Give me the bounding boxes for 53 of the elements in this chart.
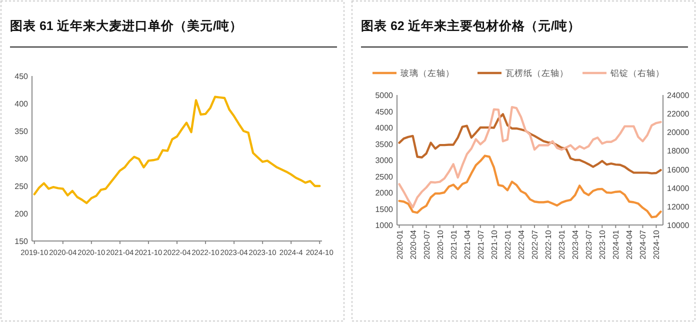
x-tick-label: 2023-01 xyxy=(558,229,567,260)
y2-tick-label: 14000 xyxy=(667,184,690,193)
y2-tick-label: 20000 xyxy=(667,128,690,138)
y2-tick-label: 18000 xyxy=(667,146,690,156)
y2-tick-label: 22000 xyxy=(667,110,690,119)
x-tick-label: 2022-10 xyxy=(544,229,554,260)
x-tick-label: 2022-04 xyxy=(516,229,526,260)
legend-label: 瓦楞纸（左轴） xyxy=(506,68,568,78)
x-tick-label: 2022-07 xyxy=(530,229,540,260)
x-tick-label: 2022-01 xyxy=(503,229,512,260)
y-tick-label: 3000 xyxy=(375,156,394,165)
y-tick-label: 2500 xyxy=(375,172,394,182)
y-tick-label: 300 xyxy=(14,154,29,164)
x-tick-label: 2020-04 xyxy=(408,229,418,260)
y-tick-label: 1000 xyxy=(375,221,394,230)
y-tick-label: 5000 xyxy=(375,91,394,100)
x-tick-label: 2021-10 xyxy=(490,229,499,260)
legend-label: 铝锭（右轴） xyxy=(610,68,664,78)
x-tick-label: 2020-10 xyxy=(436,229,445,260)
y-tick-label: 2000 xyxy=(375,188,394,198)
y2-tick-label: 16000 xyxy=(667,165,690,174)
chart-title: 图表 61 近年来大麦进口单价（美元/吨） xyxy=(10,18,242,33)
y-tick-label: 150 xyxy=(14,237,29,246)
x-tick-label: 2023-04 xyxy=(571,229,580,260)
y-tick-label: 200 xyxy=(14,210,29,218)
x-tick-label: 2023-10 xyxy=(598,229,608,260)
x-tick-label: 2024-04 xyxy=(625,229,634,260)
y2-tick-label: 24000 xyxy=(667,91,690,100)
chart-title: 图表 62 近年来主要包材价格（元/吨） xyxy=(361,18,580,33)
x-tick-label: 2024-01 xyxy=(612,229,621,260)
line-series xyxy=(398,113,662,174)
line-series xyxy=(33,96,321,204)
y-tick-label: 350 xyxy=(14,127,29,136)
x-tick-label: 2024-10 xyxy=(652,229,662,260)
x-tick-label: 2021-04 xyxy=(462,229,472,260)
line-series xyxy=(398,154,662,218)
x-tick-label: 2021-07 xyxy=(476,229,486,260)
x-tick-label: 2020-01 xyxy=(395,229,404,260)
y-tick-label: 4500 xyxy=(375,107,394,116)
y2-tick-label: 12000 xyxy=(667,202,690,212)
y-tick-label: 3500 xyxy=(375,140,394,149)
y2-tick-label: 10000 xyxy=(667,221,690,230)
y-tick-label: 1500 xyxy=(375,204,394,214)
x-tick-label: 2023-07 xyxy=(584,229,594,260)
x-tick-label: 2024-07 xyxy=(638,229,648,260)
y-tick-label: 4000 xyxy=(375,124,394,132)
x-tick-label: 2021-01 xyxy=(449,229,458,260)
x-tick-label: 2020-07 xyxy=(422,229,432,260)
y-tick-label: 450 xyxy=(14,72,29,81)
y-tick-label: 400 xyxy=(14,100,29,108)
line-series xyxy=(398,106,662,208)
y-tick-label: 250 xyxy=(14,182,29,191)
legend-label: 玻璃（左轴） xyxy=(400,68,454,78)
